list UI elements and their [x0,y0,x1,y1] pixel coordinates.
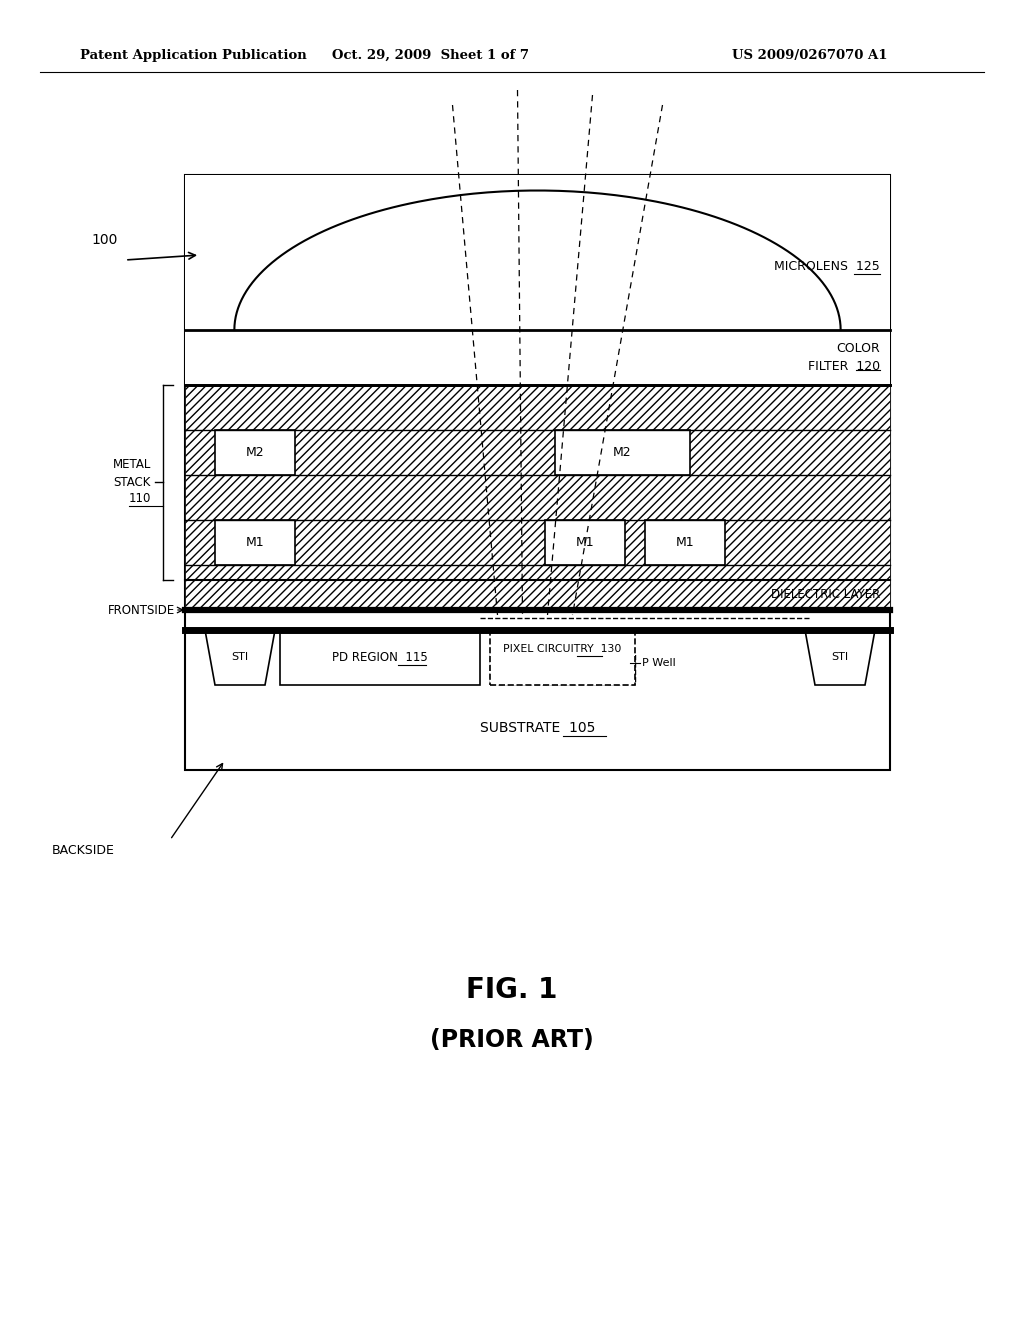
Text: FIG. 1: FIG. 1 [466,975,558,1005]
Polygon shape [805,630,874,685]
Text: (PRIOR ART): (PRIOR ART) [430,1028,594,1052]
Text: METAL
STACK
110: METAL STACK 110 [113,458,151,506]
Text: COLOR
FILTER  120: COLOR FILTER 120 [808,342,880,372]
Text: FRONTSIDE: FRONTSIDE [108,603,175,616]
Bar [185,176,890,770]
Text: BACKSIDE: BACKSIDE [52,843,115,857]
Bar [555,430,690,475]
Text: US 2009/0267070 A1: US 2009/0267070 A1 [732,49,888,62]
Text: 100: 100 [92,234,118,247]
Bar [490,653,635,684]
Bar [185,176,890,330]
Text: M1: M1 [575,536,594,549]
Text: M2: M2 [613,446,632,459]
Text: STI: STI [231,652,249,663]
Bar [185,385,890,579]
Bar [215,430,295,475]
Polygon shape [205,630,275,685]
Text: PD REGION  115: PD REGION 115 [332,651,428,664]
Text: STI: STI [831,652,849,663]
Text: DIELECTRIC LAYER: DIELECTRIC LAYER [771,589,880,602]
Bar [215,520,295,565]
Bar [490,630,635,685]
Text: PIXEL CIRCUITRY  130: PIXEL CIRCUITRY 130 [504,644,622,655]
Text: MICROLENS  125: MICROLENS 125 [774,260,880,273]
Bar [185,579,890,610]
Bar [645,520,725,565]
Text: M2: M2 [246,446,264,459]
Bar [185,330,890,385]
Text: M1: M1 [676,536,694,549]
Text: Oct. 29, 2009  Sheet 1 of 7: Oct. 29, 2009 Sheet 1 of 7 [332,49,528,62]
Bar [545,520,625,565]
Text: M1: M1 [246,536,264,549]
Text: Patent Application Publication: Patent Application Publication [80,49,307,62]
Bar [280,630,480,685]
Text: SUBSTRATE  105: SUBSTRATE 105 [480,721,595,734]
Text: P Well: P Well [642,657,676,668]
